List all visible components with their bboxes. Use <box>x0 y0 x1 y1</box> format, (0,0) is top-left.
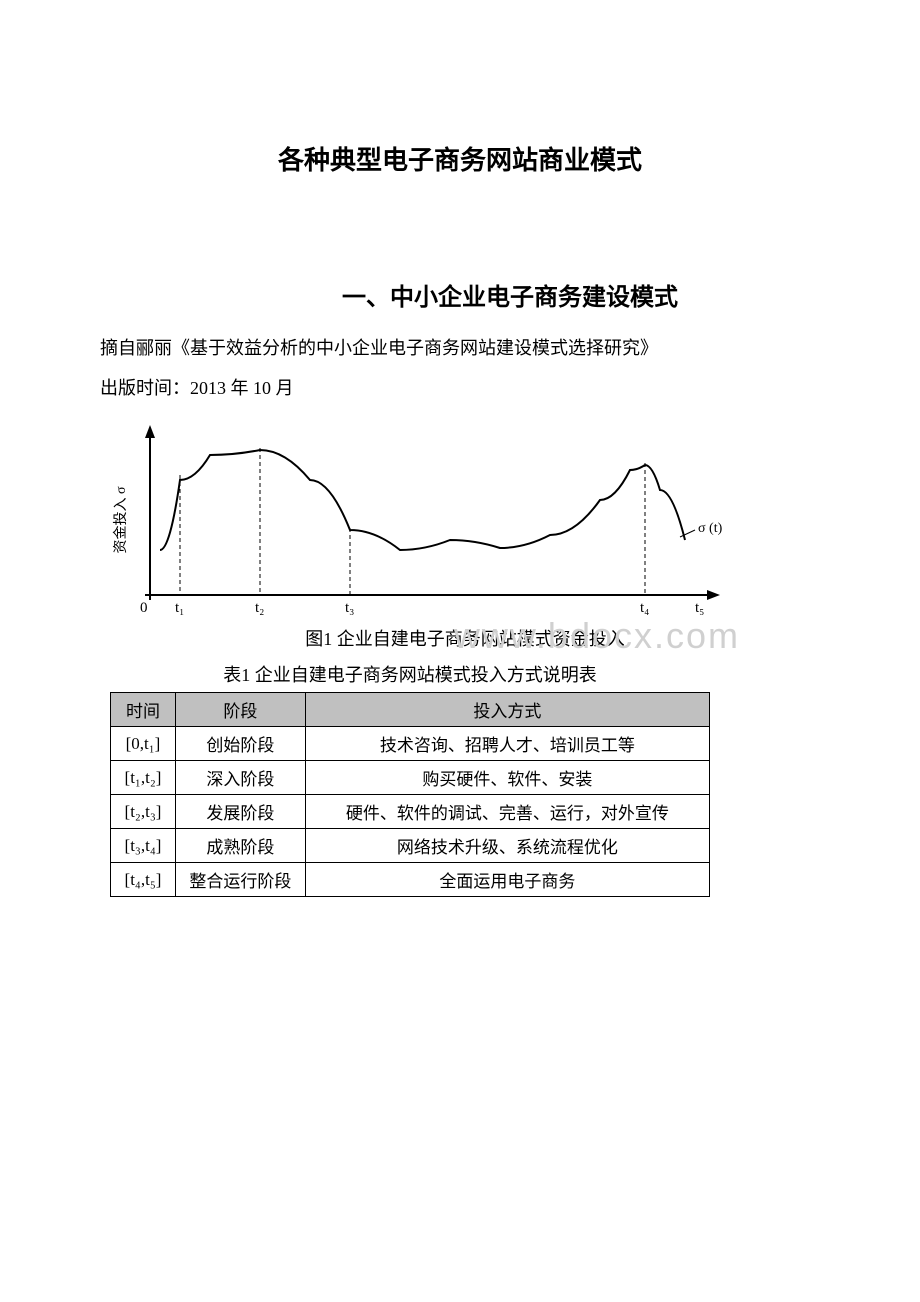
svg-text:σ (t): σ (t) <box>698 521 723 536</box>
cell-stage: 深入阶段 <box>175 761 305 795</box>
svg-text:资金投入 σ: 资金投入 σ <box>113 486 129 553</box>
cell-stage: 发展阶段 <box>175 795 305 829</box>
svg-text:t₁: t₁ <box>175 600 184 616</box>
cell-stage: 创始阶段 <box>175 727 305 761</box>
cell-method: 硬件、软件的调试、完善、运行，对外宣传 <box>305 795 709 829</box>
section-heading: 中小企业电子商务建设模式 <box>390 285 678 311</box>
table-header-method: 投入方式 <box>305 693 709 727</box>
table-row: [t₁,t₂]深入阶段购买硬件、软件、安装 <box>111 761 710 795</box>
table-header-time: 时间 <box>111 693 176 727</box>
cell-stage: 整合运行阶段 <box>175 863 305 897</box>
svg-text:t₂: t₂ <box>255 600 264 616</box>
table-header-stage: 阶段 <box>175 693 305 727</box>
svg-text:t₄: t₄ <box>640 600 649 616</box>
cell-method: 技术咨询、招聘人才、培训员工等 <box>305 727 709 761</box>
section-subtitle: 一、中小企业电子商务建设模式 <box>100 277 820 312</box>
table-row: [t₃,t₄]成熟阶段网络技术升级、系统流程优化 <box>111 829 710 863</box>
chart-caption: 图1 企业自建电子商务网站模式资金投入 www.bdocx.com <box>110 625 820 651</box>
cell-time: [0,t₁] <box>111 727 176 761</box>
cell-time: [t₂,t₃] <box>111 795 176 829</box>
citation-text: 摘自郦丽《基于效益分析的中小企业电子商务网站建设模式选择研究》 <box>100 332 820 364</box>
watermark-text: www.bdocx.com <box>454 615 740 657</box>
cell-time: [t₁,t₂] <box>111 761 176 795</box>
table-row: [t₂,t₃]发展阶段硬件、软件的调试、完善、运行，对外宣传 <box>111 795 710 829</box>
cell-method: 购买硬件、软件、安装 <box>305 761 709 795</box>
table-caption: 表1 企业自建电子商务网站模式投入方式说明表 <box>100 661 720 687</box>
table-header-row: 时间 阶段 投入方式 <box>111 693 710 727</box>
cell-method: 网络技术升级、系统流程优化 <box>305 829 709 863</box>
publication-date: 出版时间：2013 年 10 月 <box>100 374 820 400</box>
chart-container: 资金投入 σ 0 σ (t) t₁ t₂ t₃ t₄ t₅ 图1 企业自建电子商务网站模式资金… <box>110 420 820 651</box>
table-row: [t₄,t₅]整合运行阶段全面运用电子商务 <box>111 863 710 897</box>
svg-text:t₃: t₃ <box>345 600 354 616</box>
cell-method: 全面运用电子商务 <box>305 863 709 897</box>
investment-stages-table: 时间 阶段 投入方式 [0,t₁]创始阶段技术咨询、招聘人才、培训员工等[t₁,… <box>110 692 710 897</box>
cell-time: [t₄,t₅] <box>111 863 176 897</box>
investment-curve-chart: 资金投入 σ 0 σ (t) t₁ t₂ t₃ t₄ t₅ <box>110 420 730 620</box>
svg-text:0: 0 <box>140 600 148 616</box>
svg-text:t₅: t₅ <box>695 600 704 616</box>
table-row: [0,t₁]创始阶段技术咨询、招聘人才、培训员工等 <box>111 727 710 761</box>
cell-time: [t₃,t₄] <box>111 829 176 863</box>
document-title: 各种典型电子商务网站商业模式 <box>100 140 820 177</box>
cell-stage: 成熟阶段 <box>175 829 305 863</box>
section-number: 一、 <box>342 285 390 311</box>
